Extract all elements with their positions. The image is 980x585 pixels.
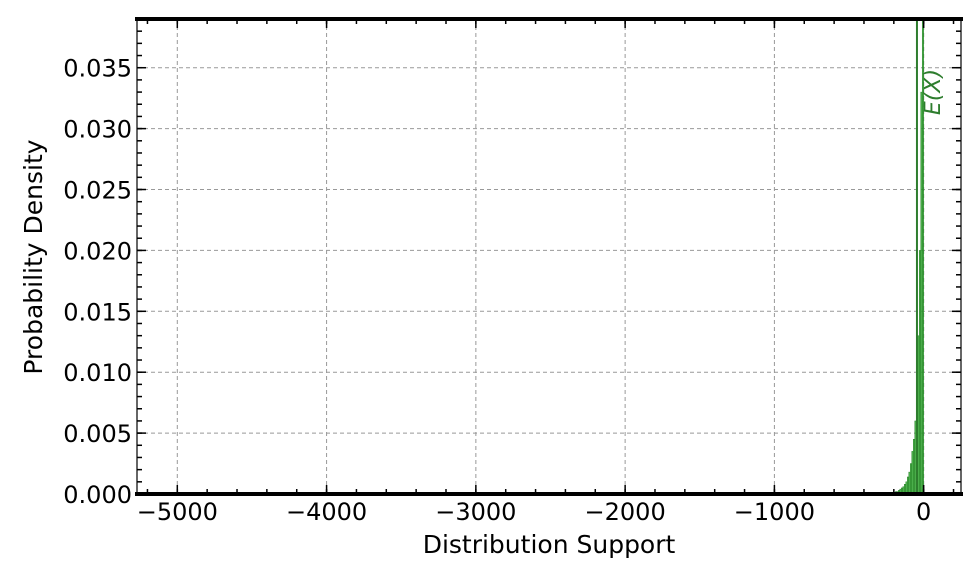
axes-frame — [135, 17, 963, 496]
histogram-bar — [908, 471, 911, 495]
x-axis-title: Distribution Support — [423, 530, 676, 559]
y-tick-label: 0.030 — [63, 116, 132, 144]
x-tick-label: −3000 — [435, 498, 516, 526]
histogram-bar — [910, 463, 912, 495]
histogram-bar — [913, 438, 915, 495]
mean-label: E(X) — [921, 69, 946, 115]
mean-marker: E(X) — [915, 19, 946, 494]
x-tick-labels: −5000 −4000 −3000 −2000 −1000 0 — [137, 498, 932, 526]
histogram-bar — [907, 476, 909, 495]
histogram-bar — [919, 250, 921, 495]
x-tick-label: −1000 — [734, 498, 815, 526]
y-tick-label: 0.020 — [63, 237, 132, 265]
y-axis-title: Probability Density — [19, 139, 48, 374]
histogram-bar — [920, 91, 923, 495]
y-tick-label: 0.005 — [63, 420, 132, 448]
histogram-bars — [893, 18, 924, 495]
y-tick-label: 0.025 — [63, 177, 132, 205]
y-tick-labels: 0.000 0.005 0.010 0.015 0.020 0.025 0.030 0.035 — [63, 55, 132, 509]
y-tick-label: 0.015 — [63, 298, 132, 326]
y-tick-label: 0.000 — [63, 481, 132, 509]
y-tick-label: 0.035 — [63, 55, 132, 83]
y-tick-label: 0.010 — [63, 359, 132, 387]
x-tick-label: −4000 — [286, 498, 367, 526]
axis-ticks — [137, 18, 961, 495]
histogram-bar — [911, 451, 914, 495]
x-tick-label: −2000 — [585, 498, 666, 526]
x-tick-label: −5000 — [137, 498, 218, 526]
x-tick-label: 0 — [916, 498, 931, 526]
grid-lines — [137, 19, 961, 494]
